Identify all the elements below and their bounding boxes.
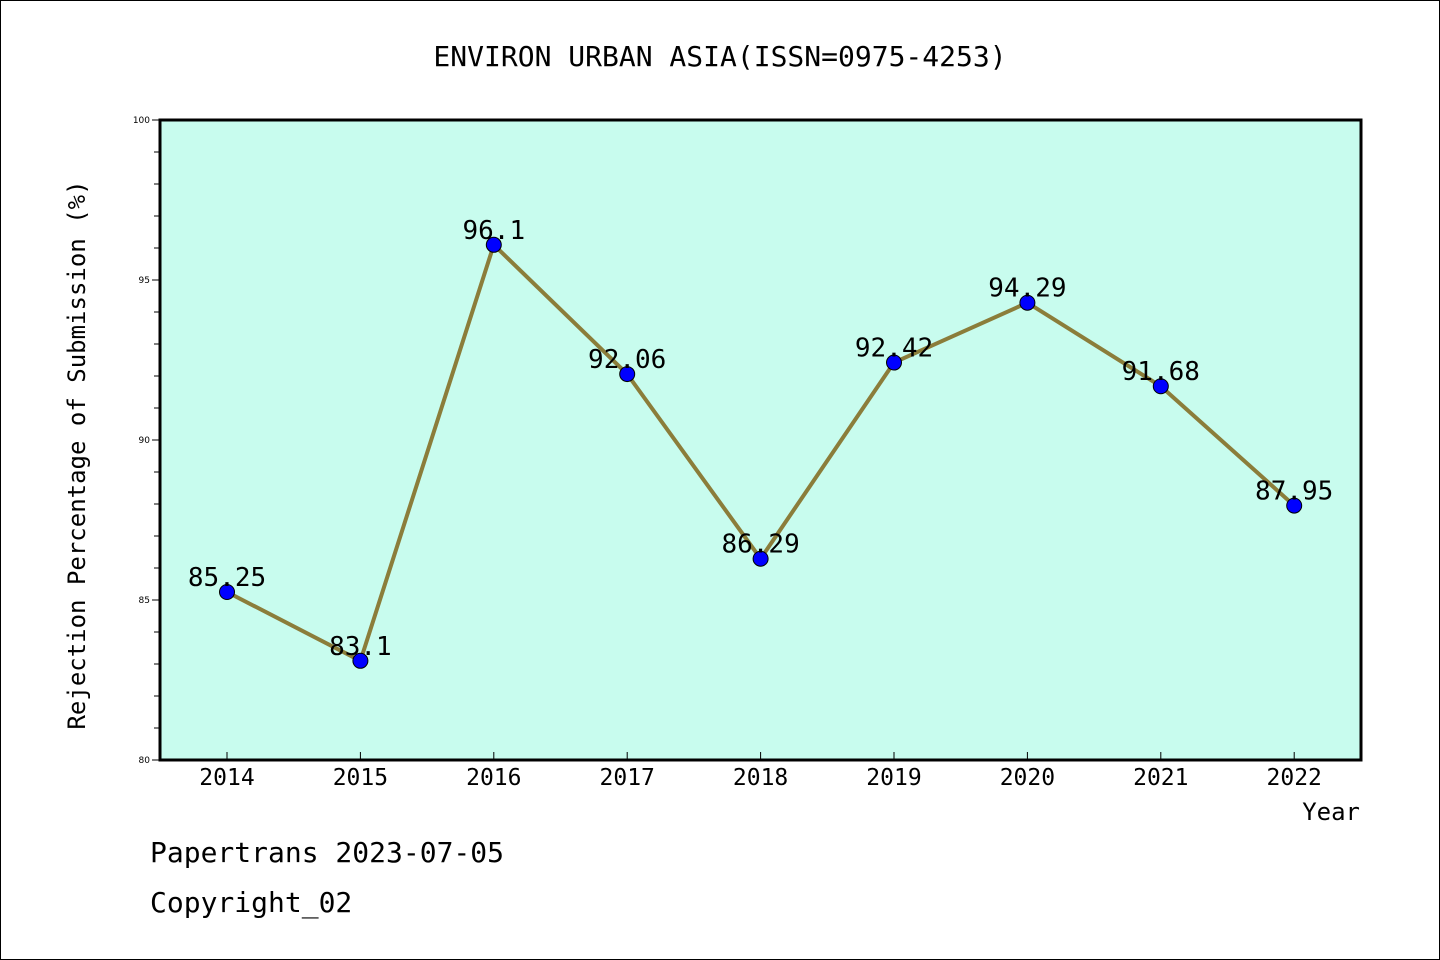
- data-label: 83.1: [329, 632, 392, 662]
- y-tick-label: 85: [139, 596, 150, 606]
- data-label: 96.1: [462, 216, 525, 246]
- data-point: [1019, 294, 1036, 311]
- x-axis-ticks: 2014 2015 2016 2017 2018 2019 2020 2021 2022: [199, 752, 1322, 791]
- x-tick-label: 2015: [333, 765, 388, 791]
- x-axis-label: Year: [1302, 798, 1360, 826]
- plot-area: [158, 118, 1363, 762]
- x-tick-label: 2017: [600, 765, 655, 791]
- data-point: [886, 354, 902, 371]
- footer-copyright: Copyright_02: [150, 886, 353, 919]
- series-markers: [219, 236, 1303, 669]
- chart-title: ENVIRON URBAN ASIA(ISSN=0975-4253): [433, 40, 1006, 73]
- data-point: [219, 584, 235, 600]
- data-label: 86.29: [721, 530, 799, 560]
- x-tick-label: 2016: [466, 765, 521, 791]
- x-tick-label: 2014: [199, 765, 254, 791]
- y-tick-label: 90: [139, 436, 151, 446]
- data-point: [1286, 497, 1303, 514]
- y-minor-ticks: [154, 151, 160, 729]
- x-tick-label: 2020: [1000, 765, 1055, 791]
- data-labels: 85.25 83.1 96.1 92.06 86.29 92.42 94.29 91.68 87…: [188, 216, 1333, 662]
- footer-date: Papertrans 2023-07-05: [150, 836, 505, 869]
- data-point: [619, 366, 636, 383]
- data-point: [752, 550, 769, 567]
- y-tick-label: 80: [139, 756, 151, 766]
- x-tick-label: 2022: [1267, 765, 1322, 791]
- data-point: [1152, 378, 1169, 395]
- data-label: 85.25: [188, 563, 266, 593]
- x-tick-label: 2018: [733, 765, 788, 791]
- data-label: 92.06: [588, 345, 666, 375]
- data-label: 94.29: [988, 274, 1066, 304]
- data-point: [485, 236, 502, 253]
- data-label: 91.68: [1122, 357, 1200, 387]
- y-axis-ticks: 80 85 90 95 100: [133, 116, 160, 766]
- x-tick-label: 2021: [1133, 765, 1188, 791]
- y-tick-label: 100: [133, 116, 150, 126]
- x-tick-label: 2019: [866, 765, 921, 791]
- data-point: [352, 652, 369, 669]
- data-label: 92.42: [855, 334, 933, 364]
- y-tick-label: 95: [139, 276, 150, 286]
- y-axis-label: Rejection Percentage of Submission (%): [63, 180, 91, 729]
- data-label: 87.95: [1255, 477, 1333, 507]
